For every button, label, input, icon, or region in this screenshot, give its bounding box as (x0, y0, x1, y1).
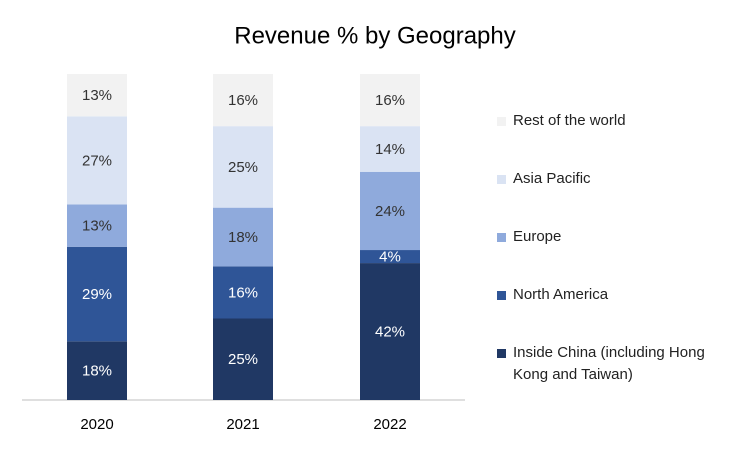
legend-item: Europe (497, 226, 561, 248)
bar-segment (67, 74, 127, 117)
value-label: 29% (82, 286, 112, 303)
legend-item: North America (497, 284, 608, 306)
value-label: 4% (379, 249, 401, 266)
value-label: 13% (82, 87, 112, 104)
legend-swatch (497, 175, 506, 184)
value-label: 16% (228, 284, 258, 301)
value-label: 27% (82, 152, 112, 169)
value-label: 16% (375, 92, 405, 109)
bar-segment (213, 318, 273, 400)
bar-segment (67, 341, 127, 400)
bar-segment (360, 250, 420, 264)
bar-segment (67, 246, 127, 342)
value-label: 14% (375, 141, 405, 158)
bar-segment (213, 207, 273, 267)
value-label: 18% (82, 363, 112, 380)
x-tick-label: 2021 (226, 416, 259, 433)
legend-swatch (497, 117, 506, 126)
chart-title: Revenue % by Geography (234, 22, 516, 49)
legend-item: Rest of the world (497, 110, 626, 132)
bar-segment (67, 204, 127, 247)
bar-segment (360, 126, 420, 172)
bar-segment (67, 116, 127, 205)
bar-segment (213, 266, 273, 319)
legend-item: Asia Pacific (497, 168, 591, 190)
legend-swatch (497, 291, 506, 300)
legend-label: Asia Pacific (513, 170, 591, 187)
legend-label: Inside China (including Hong Kong and Ta… (513, 344, 705, 383)
legend-swatch (497, 349, 506, 358)
legend-item: Inside China (including Hong Kong and Ta… (497, 342, 742, 386)
value-label: 13% (82, 218, 112, 235)
value-label: 16% (228, 92, 258, 109)
bar-segment (360, 171, 420, 251)
x-tick-label: 2022 (373, 416, 406, 433)
legend-label: Rest of the world (513, 112, 626, 129)
bar-segment (360, 263, 420, 400)
bar-segment (360, 74, 420, 127)
x-tick-label: 2020 (80, 416, 113, 433)
value-label: 24% (375, 203, 405, 220)
bar-segment (213, 126, 273, 208)
legend-label: Europe (513, 228, 562, 245)
value-label: 18% (228, 229, 258, 246)
legend-swatch (497, 233, 506, 242)
bar-segment (213, 74, 273, 127)
value-label: 42% (375, 324, 405, 341)
value-label: 25% (228, 351, 258, 368)
value-label: 25% (228, 159, 258, 176)
legend-label: North America (513, 286, 609, 303)
